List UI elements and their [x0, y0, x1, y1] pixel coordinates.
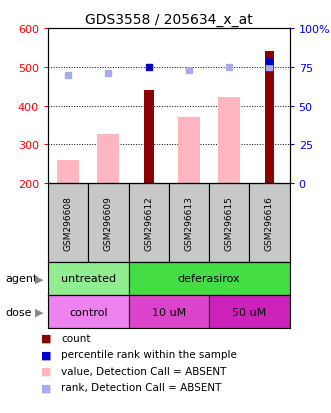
Bar	[128, 295, 209, 328]
Text: ■: ■	[41, 333, 52, 343]
Bar	[169, 184, 209, 262]
Text: GSM296608: GSM296608	[64, 196, 72, 250]
Text: deferasirox: deferasirox	[178, 274, 240, 284]
Bar	[48, 295, 128, 328]
Text: control: control	[69, 307, 108, 317]
Text: rank, Detection Call = ABSENT: rank, Detection Call = ABSENT	[61, 382, 222, 392]
Bar	[128, 184, 169, 262]
Bar	[178, 118, 200, 184]
Bar	[48, 262, 128, 295]
Text: 10 uM: 10 uM	[152, 307, 186, 317]
Text: value, Detection Call = ABSENT: value, Detection Call = ABSENT	[61, 366, 227, 376]
Text: ▶: ▶	[35, 307, 43, 317]
Text: ▶: ▶	[35, 274, 43, 284]
Text: untreated: untreated	[61, 274, 116, 284]
Text: percentile rank within the sample: percentile rank within the sample	[61, 350, 237, 360]
Bar	[144, 91, 154, 184]
Text: GSM296612: GSM296612	[144, 196, 153, 250]
Bar	[48, 184, 88, 262]
Bar	[209, 295, 290, 328]
Text: ■: ■	[41, 350, 52, 360]
Text: GSM296613: GSM296613	[184, 196, 193, 250]
Text: GSM296609: GSM296609	[104, 196, 113, 250]
Title: GDS3558 / 205634_x_at: GDS3558 / 205634_x_at	[85, 12, 253, 26]
Text: agent: agent	[5, 274, 37, 284]
Bar	[249, 184, 290, 262]
Text: GSM296616: GSM296616	[265, 196, 274, 250]
Text: ■: ■	[41, 382, 52, 392]
Bar	[209, 184, 249, 262]
Bar	[218, 98, 240, 184]
Bar	[88, 184, 128, 262]
Text: GSM296615: GSM296615	[225, 196, 234, 250]
Text: dose: dose	[5, 307, 31, 317]
Bar	[264, 52, 274, 184]
Bar	[57, 161, 79, 184]
Text: 50 uM: 50 uM	[232, 307, 266, 317]
Text: ■: ■	[41, 366, 52, 376]
Bar	[128, 262, 290, 295]
Bar	[97, 134, 119, 184]
Text: count: count	[61, 333, 91, 343]
